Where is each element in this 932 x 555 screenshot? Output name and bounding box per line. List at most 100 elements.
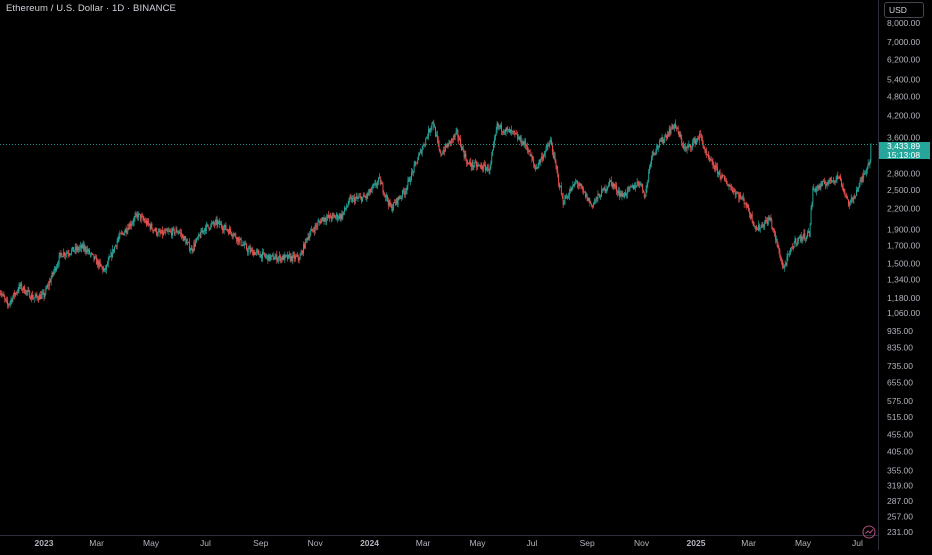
candle [799,234,801,243]
candle [504,129,506,136]
candle [101,265,103,270]
candle [371,184,373,194]
scale-settings-icon[interactable] [862,525,876,539]
candle [870,143,872,164]
candle [163,228,165,234]
candle [433,119,435,130]
candle [468,162,470,165]
candle [96,254,98,265]
candle [273,256,275,261]
candle [394,199,395,203]
candle [171,227,172,239]
candle [862,172,864,183]
candle [570,187,572,192]
candle [392,203,394,214]
candle [17,286,19,294]
candle [226,229,228,232]
candle [471,159,473,171]
candle [733,187,734,195]
candle [645,185,647,198]
candle [185,235,187,246]
candle [667,131,669,137]
candle [434,123,436,128]
candle [641,183,643,187]
candle [460,143,462,151]
candle [745,201,747,208]
candle [72,247,74,252]
candle [89,252,91,258]
candle [629,185,631,192]
candle [220,221,222,225]
candle [584,190,586,199]
candle [188,241,189,244]
candle [408,176,410,182]
candle [510,125,512,136]
candle [114,246,115,254]
candle [367,191,369,200]
candle [686,145,688,154]
candle [640,181,642,187]
price-tick-label: 5,400.00 [887,74,920,84]
candle [475,158,477,164]
candle [732,186,734,193]
candle [313,226,315,236]
candle [91,252,93,256]
time-tick-label: Sep [253,538,268,548]
candle [644,194,646,199]
candle [714,164,716,172]
candle [417,156,419,165]
candle [272,252,274,261]
candle [542,152,544,163]
candle [307,232,309,241]
candle [633,184,635,190]
candle [420,149,422,155]
candle [19,282,21,290]
candle [519,135,521,143]
candle [782,259,783,270]
candle [104,268,106,273]
candle [749,212,751,221]
candle [303,242,305,250]
candle [228,228,230,236]
candle [56,261,58,269]
candle [297,254,299,263]
candle [461,146,463,151]
candle [724,176,726,182]
candle [240,236,242,247]
candle [700,130,701,138]
candle [261,253,263,262]
candle [254,252,256,255]
time-axis[interactable]: 2023 Mar May Jul Sep Nov 2024 Mar May Jul Sep Nov 20… [0,535,878,550]
candle [657,144,659,150]
candle [532,155,534,161]
candle [275,253,277,260]
candle [476,160,478,171]
candle [365,194,367,201]
time-tick-label: May [795,538,812,548]
candle [705,148,707,156]
candle [72,246,73,252]
candle [135,210,137,218]
candle [827,179,829,186]
candle [295,253,297,258]
candle [593,198,595,205]
candle [500,123,502,130]
candle [314,223,316,235]
price-tick-label: 935.00 [887,326,913,336]
candle [628,186,630,193]
price-axis[interactable]: 8,000.00 7,000.00 6,200.00 5,400.00 4,800.00… [878,0,932,550]
candle [856,186,857,197]
candle [4,294,6,303]
currency-selector-button[interactable]: USD [884,2,924,18]
candle [148,223,150,226]
candle [436,130,438,144]
candle [675,125,677,132]
candle [812,186,814,207]
candle [848,199,849,208]
candle [666,134,668,142]
candle [579,182,581,187]
candle [703,144,705,150]
candle [563,200,565,206]
